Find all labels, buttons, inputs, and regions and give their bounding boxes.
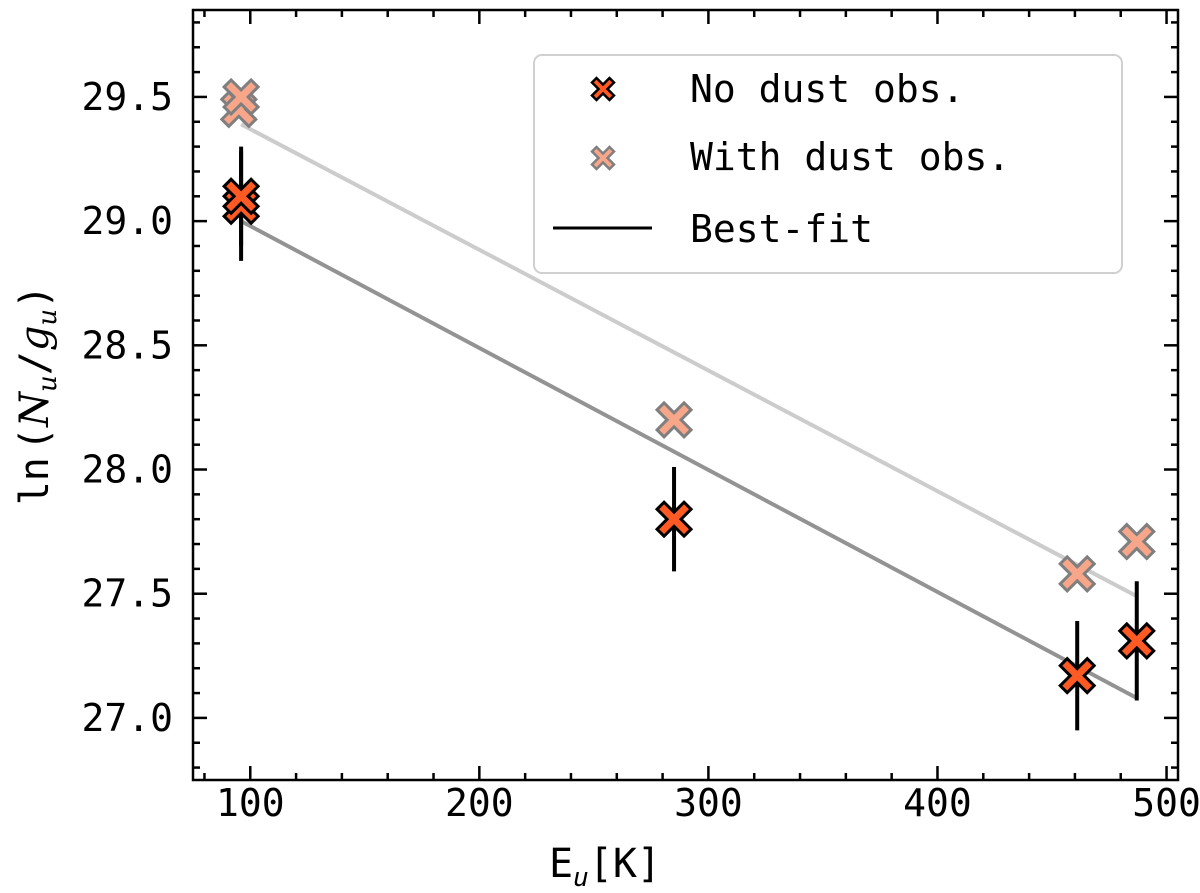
y-tick-label: 27.0 bbox=[81, 696, 173, 740]
legend-marker-x bbox=[590, 145, 616, 171]
marker-no-dust bbox=[1117, 621, 1156, 661]
marker-with-dust bbox=[654, 400, 694, 439]
axis-ticks bbox=[193, 10, 1178, 780]
x-tick-label: 100 bbox=[216, 781, 285, 825]
y-axis-title-num-sub: u bbox=[33, 375, 63, 392]
y-tick-label: 28.5 bbox=[81, 323, 173, 367]
legend-label-with-dust: With dust obs. bbox=[690, 135, 1010, 179]
x-tick-label: 400 bbox=[903, 781, 972, 825]
x-axis-title: Eu[K] bbox=[549, 841, 661, 893]
y-axis-title-den-sub: u bbox=[33, 309, 63, 326]
y-axis-title: ln(Nu/gu) bbox=[12, 285, 63, 506]
marker-with-dust bbox=[1058, 554, 1097, 593]
marker-with-dust bbox=[221, 77, 261, 117]
fit-lines bbox=[240, 122, 1138, 700]
x-tick-label: 200 bbox=[445, 781, 514, 825]
legend: No dust obs. With dust obs. Best-fit bbox=[533, 54, 1123, 274]
best-fit-line-with-dust bbox=[240, 122, 1138, 598]
y-tick-label: 29.5 bbox=[81, 75, 173, 119]
y-axis-title-slash: / bbox=[12, 351, 58, 375]
legend-label-best-fit: Best-fit bbox=[690, 207, 873, 251]
y-axis-title-open: ( bbox=[12, 427, 58, 451]
best-fit-line-no-dust bbox=[240, 219, 1138, 700]
y-axis-title-prefix: ln bbox=[12, 457, 58, 505]
marker-no-dust bbox=[654, 500, 694, 539]
x-axis-title-unit: [K] bbox=[589, 841, 661, 887]
x-axis-title-main: E bbox=[549, 841, 573, 887]
marker-no-dust bbox=[221, 177, 261, 216]
y-axis-title-close: ) bbox=[12, 285, 58, 309]
legend-marker-with-dust bbox=[590, 145, 616, 171]
axis-tick-labels: 100 200 300 400 500 27.0 27.5 28.0 28.5 29.0 29.5 bbox=[81, 75, 1200, 825]
x-axis-title-sub: u bbox=[573, 863, 589, 893]
legend-marker-no-dust bbox=[590, 76, 616, 102]
legend-label-no-dust: No dust obs. bbox=[690, 67, 965, 111]
marker-with-dust bbox=[1117, 522, 1156, 561]
y-axis-title-den: g bbox=[12, 326, 58, 352]
legend-marker-x bbox=[590, 76, 616, 102]
x-tick-label: 500 bbox=[1132, 781, 1200, 825]
y-tick-label: 28.0 bbox=[81, 448, 173, 492]
y-axis-title-num: N bbox=[12, 390, 58, 428]
y-tick-label: 29.0 bbox=[81, 199, 173, 243]
y-tick-label: 27.5 bbox=[81, 572, 173, 616]
legend-box bbox=[533, 54, 1123, 274]
marker-no-dust bbox=[1058, 656, 1097, 695]
markers bbox=[219, 77, 1156, 695]
x-tick-label: 300 bbox=[674, 781, 743, 825]
